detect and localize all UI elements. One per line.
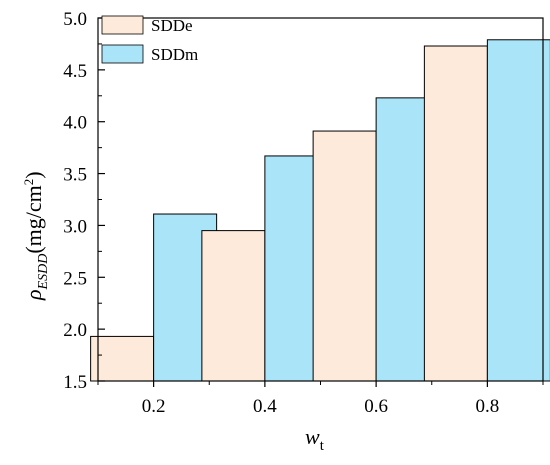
- x-axis-title-sub: t: [320, 438, 325, 454]
- y-tick-label: 1.5: [63, 372, 87, 393]
- bar-sdde-0.8: [423, 45, 488, 382]
- legend-label-sddM: SDDm: [151, 45, 198, 64]
- y-tick-label: 4.5: [63, 61, 87, 82]
- y-tick-label: 2.5: [63, 268, 87, 289]
- y-axis-title-close: ): [21, 171, 46, 178]
- x-axis-title-main: w: [305, 424, 320, 449]
- y-tick-label: 3.0: [63, 216, 87, 237]
- y-axis-title: ρESDD(mg/cm2): [21, 171, 51, 301]
- x-tick-label: 0.4: [253, 396, 277, 417]
- bar-sdde-0.2: [90, 335, 155, 382]
- bars-layer: [90, 39, 550, 382]
- bar-sdde-0.6: [312, 130, 377, 382]
- y-axis-title-rho: ρ: [21, 289, 46, 301]
- y-tick-label: 4.0: [63, 113, 87, 134]
- bar-sddm-0.8: [486, 39, 550, 382]
- legend: SDDe SDDm: [101, 15, 198, 64]
- x-axis-title: wt: [305, 424, 325, 454]
- bar-sdde-0.4: [201, 230, 266, 382]
- axes-layer: 1.5 2.0 2.5 3.0 3.5 4.0 4.5 5.0 0.2 0.4 0.6 0.8: [63, 9, 544, 417]
- x-tick-label: 0.2: [142, 396, 166, 417]
- x-tick-label: 0.6: [364, 396, 388, 417]
- y-axis-title-unit: (mg/cm: [21, 185, 46, 253]
- legend-label-sddE: SDDe: [151, 16, 193, 35]
- y-axis-title-sup: 2: [21, 179, 36, 186]
- y-tick-label: 5.0: [63, 9, 87, 30]
- y-tick-label: 3.5: [63, 165, 87, 186]
- legend-swatch-sddM: [101, 44, 144, 64]
- legend-swatch-sddE: [101, 15, 144, 35]
- y-axis-title-sub: ESDD: [36, 254, 51, 291]
- y-tick-label: 2.0: [63, 320, 87, 341]
- x-tick-label: 0.8: [476, 396, 500, 417]
